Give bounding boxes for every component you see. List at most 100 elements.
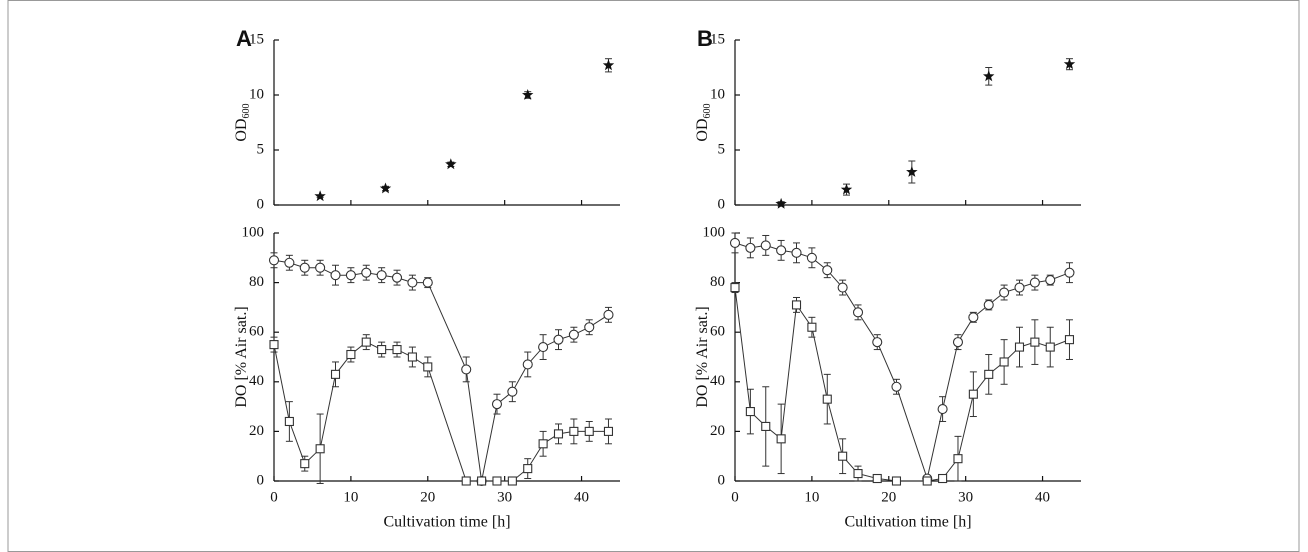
- data-point: [346, 349, 356, 360]
- x-axis-label: Cultivation time [h]: [844, 514, 971, 531]
- data-point: [952, 337, 964, 348]
- figure-border: [7, 0, 1300, 552]
- data-point: [461, 476, 471, 486]
- y-tick-label: 15: [249, 31, 264, 47]
- data-point: [522, 89, 534, 100]
- data-point: [376, 270, 387, 281]
- x-tick-label: 20: [420, 489, 435, 505]
- data-point: [602, 59, 615, 71]
- data-point: [775, 197, 787, 209]
- data-point: [729, 237, 741, 248]
- data-point: [268, 255, 280, 266]
- y-tick-label: 20: [710, 423, 725, 439]
- data-point: [569, 426, 579, 436]
- y-tick-label: 5: [257, 141, 265, 157]
- data-point: [1064, 335, 1075, 345]
- y-axis-label: OD600: [694, 103, 714, 141]
- data-point: [330, 369, 341, 379]
- data-point: [838, 451, 848, 461]
- data-point: [1064, 267, 1075, 278]
- x-tick-label: 10: [343, 489, 358, 505]
- data-point: [999, 287, 1010, 298]
- y-axis-label-main: OD: [694, 118, 711, 141]
- data-point: [300, 459, 310, 469]
- data-point: [807, 322, 817, 332]
- y-axis-label-main: OD: [233, 118, 250, 141]
- y-tick-label: 80: [249, 274, 264, 290]
- y-tick-label: 100: [703, 224, 726, 240]
- x-tick-label: 10: [804, 489, 819, 505]
- data-point: [984, 369, 994, 379]
- x-tick-label: 30: [497, 489, 512, 505]
- data-point: [330, 270, 341, 281]
- data-point: [761, 421, 771, 431]
- x-tick-label: 0: [731, 489, 739, 505]
- data-point: [968, 312, 979, 323]
- data-point: [391, 272, 403, 283]
- y-axis-label-main: DO [% Air sat.]: [233, 306, 250, 407]
- data-point: [445, 158, 457, 170]
- x-tick-label: 40: [574, 489, 589, 505]
- data-point: [284, 257, 295, 268]
- data-point: [603, 309, 614, 320]
- data-point: [1030, 337, 1040, 347]
- y-tick-label: 60: [249, 324, 264, 340]
- data-point: [284, 416, 294, 427]
- y-tick-label: 20: [249, 423, 264, 439]
- data-point: [822, 394, 832, 404]
- y-tick-label: 80: [710, 274, 725, 290]
- data-point: [872, 473, 882, 484]
- data-point: [379, 182, 392, 194]
- x-axis-label: Cultivation time [h]: [383, 514, 510, 531]
- data-point: [553, 429, 564, 439]
- y-axis-label-main: DO [% Air sat.]: [694, 306, 711, 407]
- y-tick-label: 15: [710, 31, 725, 47]
- data-point: [345, 270, 356, 281]
- data-point: [953, 454, 963, 464]
- data-point: [937, 404, 948, 415]
- data-point: [584, 322, 595, 333]
- data-point: [872, 337, 883, 348]
- data-point: [522, 359, 533, 370]
- data-point: [840, 183, 853, 195]
- y-tick-label: 0: [718, 472, 726, 488]
- data-point: [423, 362, 433, 372]
- x-tick-label: 40: [1035, 489, 1050, 505]
- x-tick-label: 30: [958, 489, 973, 505]
- y-tick-label: 0: [718, 196, 726, 212]
- data-point: [392, 345, 402, 355]
- data-point: [361, 267, 372, 278]
- data-point: [891, 381, 902, 392]
- data-point: [906, 166, 918, 177]
- data-point: [299, 262, 310, 273]
- data-point: [407, 352, 417, 362]
- data-point: [461, 364, 472, 375]
- data-point: [776, 434, 786, 444]
- data-point: [507, 386, 518, 397]
- data-point: [377, 345, 387, 355]
- data-point: [999, 357, 1009, 367]
- data-point: [806, 252, 817, 263]
- data-point: [538, 439, 548, 449]
- data-point: [584, 426, 594, 436]
- data-point: [745, 242, 756, 253]
- y-axis-label-subscript: 600: [702, 103, 713, 118]
- y-tick-label: 40: [710, 373, 725, 389]
- data-point: [1014, 282, 1025, 293]
- data-point: [315, 444, 325, 454]
- y-axis-label: DO [% Air sat.]: [694, 306, 711, 407]
- y-tick-label: 60: [710, 324, 725, 340]
- data-point: [891, 476, 902, 486]
- data-point: [1029, 277, 1040, 288]
- data-point: [422, 277, 433, 288]
- data-point: [1063, 58, 1076, 70]
- data-point: [553, 334, 564, 345]
- data-point: [745, 407, 755, 417]
- data-point: [776, 245, 787, 256]
- data-point: [568, 329, 579, 340]
- y-tick-label: 10: [249, 86, 264, 102]
- y-tick-label: 100: [242, 224, 265, 240]
- x-tick-label: 20: [881, 489, 896, 505]
